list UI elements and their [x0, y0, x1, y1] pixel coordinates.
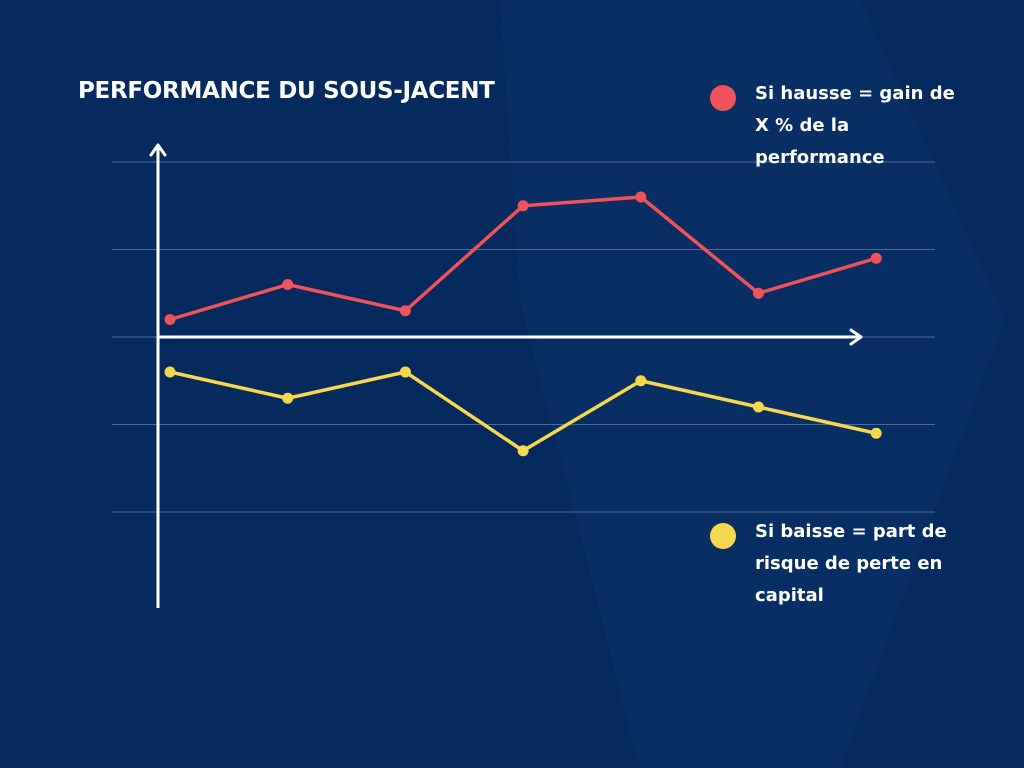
background-shape: [500, 0, 1005, 768]
chart-title: PERFORMANCE DU SOUS-JACENT: [78, 78, 495, 104]
legend-label: Si hausse = gain de X % de la performanc…: [755, 83, 955, 168]
x-axis-arrow-icon: [849, 328, 863, 346]
legend-item-hausse: Si hausse = gain de X % de la performanc…: [710, 78, 955, 174]
data-point: [753, 287, 764, 299]
legend-label: Si baisse = part de risque de perte en c…: [755, 521, 947, 606]
data-point: [635, 191, 647, 203]
data-point: [870, 252, 882, 264]
data-point: [282, 279, 294, 290]
data-point: [517, 445, 529, 457]
legend-item-baisse: Si baisse = part de risque de perte en c…: [710, 516, 955, 612]
data-point: [635, 375, 647, 387]
data-point: [399, 366, 411, 378]
data-point: [870, 427, 882, 439]
data-point: [753, 401, 764, 413]
data-point: [399, 305, 411, 317]
data-point: [517, 200, 529, 212]
y-axis-arrow-icon: [149, 143, 167, 157]
data-point: [164, 366, 176, 378]
data-point: [282, 392, 294, 404]
legend-red-dot-icon: [710, 85, 736, 111]
data-point: [164, 314, 176, 325]
legend-yellow-dot-icon: [710, 523, 736, 549]
